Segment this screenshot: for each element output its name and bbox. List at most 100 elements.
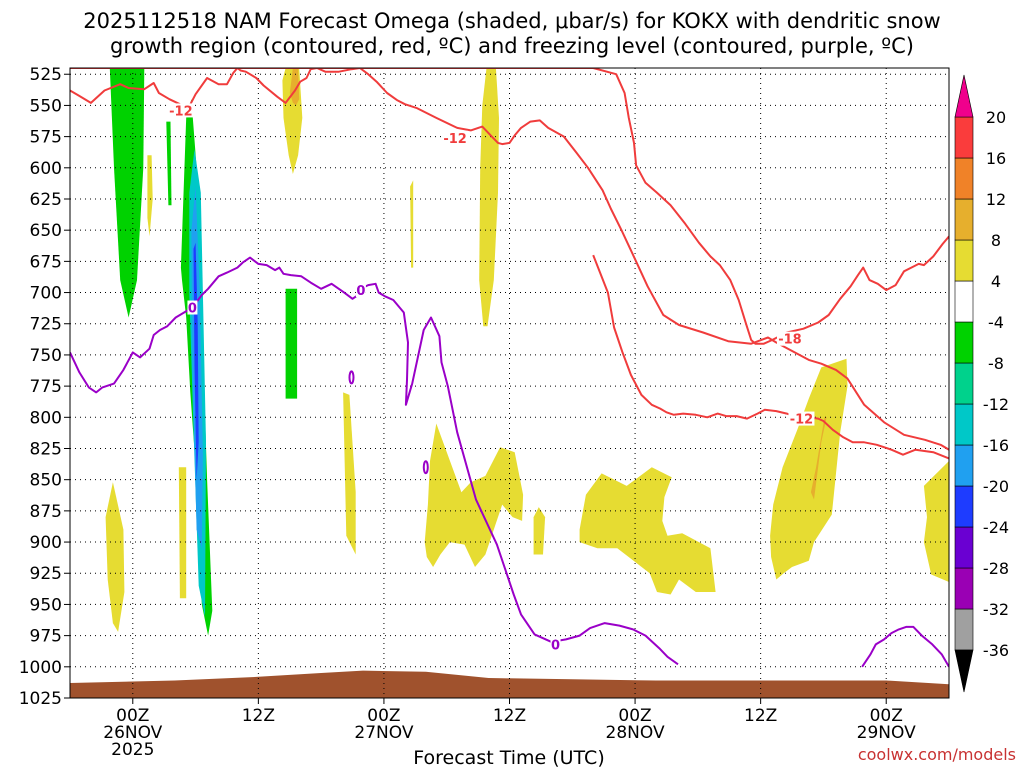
terrain-fill [70,670,949,698]
omega-area-17 [770,358,848,580]
colorbar-segment-5 [954,403,974,446]
x-tick-label-78-1: 00Z [870,706,903,726]
red-contour-2 [592,254,949,460]
omega-colorbar: -36 -32 -28 -24 -20 -16 -12 -8 -4 4 8 12 16 20 [954,74,1009,693]
y-tick-label-850: 850 [30,471,62,491]
colorbar-segment-3 [954,485,974,528]
omega-area-11 [178,467,187,599]
contour-labels: -12 -12 -18 -12 0 0 0 [167,103,815,653]
x-tick-label-42-1: 12Z [493,706,526,726]
colorbar-segment-12 [954,116,974,159]
y-tick-label-875: 875 [30,502,62,522]
y-tick-label-600: 600 [30,159,62,179]
red-contour-label-1: -12 [443,132,467,147]
y-tick-label-750: 750 [30,346,62,366]
colorbar-label-20: 20 [986,108,1006,127]
y-tick-label-950: 950 [30,595,62,615]
purple-contour-label-1-bg [355,283,366,298]
x-tick-label-30-1: 00Z [367,706,400,726]
red-contour-label-0: -12 [169,104,193,119]
y-tick-label-700: 700 [30,284,62,304]
y-tick-label-525: 525 [30,65,62,85]
omega-area-16 [579,467,716,595]
colorbar-label-4: 4 [991,272,1001,291]
x-tick-label-78-2: 29NOV [857,723,916,743]
x-tick-label-54-1: 00Z [618,706,651,726]
pressure-axis: 525 550 575 600 625 650 675 700 725 750 775 800 825 8… [19,65,70,709]
y-tick-label-625: 625 [30,190,62,210]
red-contour-label-2-bg [776,331,803,346]
colorbar-label--24: -24 [983,518,1009,537]
red-contour-label-1-bg [442,130,469,145]
purple-contour-label-1: 0 [356,284,365,299]
x-tick-label-66-1: 12Z [744,706,777,726]
colorbar-segment-10 [954,198,974,241]
omega-area-0 [109,68,145,318]
y-tick-label-775: 775 [30,377,62,397]
omega-area-15 [533,507,546,555]
omega-area-18 [923,461,949,582]
colorbar-label-8: 8 [991,231,1001,250]
x-tick-label-6-2: 26NOV [103,723,162,743]
colorbar-segment-7 [954,321,974,364]
y-tick-label-1000: 1000 [19,658,62,678]
omega-area-10 [105,482,125,632]
y-tick-label-675: 675 [30,252,62,272]
chart-title-line-2: growth region (contoured, red, ºC) and f… [110,34,914,58]
red-contour-label-0-bg [167,103,194,118]
freezing-level-contours [70,256,949,668]
colorbar-label--12: -12 [983,395,1009,414]
x-tick-label-30-2: 27NOV [354,723,413,743]
colorbar-segment-2 [954,526,974,569]
colorbar-label--36: -36 [983,641,1009,660]
colorbar-label--32: -32 [983,600,1009,619]
colorbar-max-triangle [954,74,974,118]
colorbar-min-triangle [954,649,974,693]
y-tick-label-925: 925 [30,564,62,584]
omega-area-20 [810,417,827,500]
colorbar-label--8: -8 [988,354,1004,373]
red-contour-1 [70,68,949,345]
y-tick-label-975: 975 [30,627,62,647]
colorbar-segment-0 [954,608,974,651]
red-contour-label-3-bg [788,411,815,426]
colorbar-label-12: 12 [986,190,1006,209]
colorbar-label--20: -20 [983,477,1009,496]
purple-contour-label-2: 0 [551,638,560,653]
purple-contour-label-0: 0 [188,302,197,317]
omega-area-3 [285,288,298,399]
omega-area-8 [479,68,499,327]
colorbar-label--4: -4 [988,313,1004,332]
y-tick-label-550: 550 [30,96,62,116]
watermark: coolwx.com/models [858,745,1016,764]
x-axis-label: Forecast Time (UTC) [413,747,604,768]
dendritic-growth-contours [70,68,949,460]
omega-area-9 [147,155,153,237]
colorbar-segment-4 [954,444,974,487]
colorbar-label--16: -16 [983,436,1009,455]
chart-title-line-1: 2025112518 NAM Forecast Omega (shaded, μ… [83,9,940,33]
colorbar-segment-1 [954,567,974,610]
purple-loop-0 [348,370,355,385]
purple-contour-label-2-bg [550,637,561,652]
red-contour-label-3: -12 [790,413,814,428]
y-tick-label-575: 575 [30,128,62,148]
purple-loop-1 [422,460,429,475]
x-tick-label-6-1: 00Z [116,706,149,726]
omega-area-2 [166,121,172,206]
purple-contour-0 [70,256,679,666]
omega-area-13 [410,180,414,268]
colorbar-segment-11 [954,157,974,200]
terrain-surface [70,670,949,698]
omega-area-19 [289,68,300,106]
red-contour-label-2: -18 [778,333,802,348]
purple-contour-label-0-bg [187,300,198,315]
y-tick-label-1025: 1025 [19,689,62,709]
x-tick-label-6-3: 2025 [111,740,154,760]
x-tick-label-18-1: 12Z [242,706,275,726]
y-tick-label-800: 800 [30,408,62,428]
omega-area-12 [343,392,356,555]
y-tick-label-900: 900 [30,533,62,553]
